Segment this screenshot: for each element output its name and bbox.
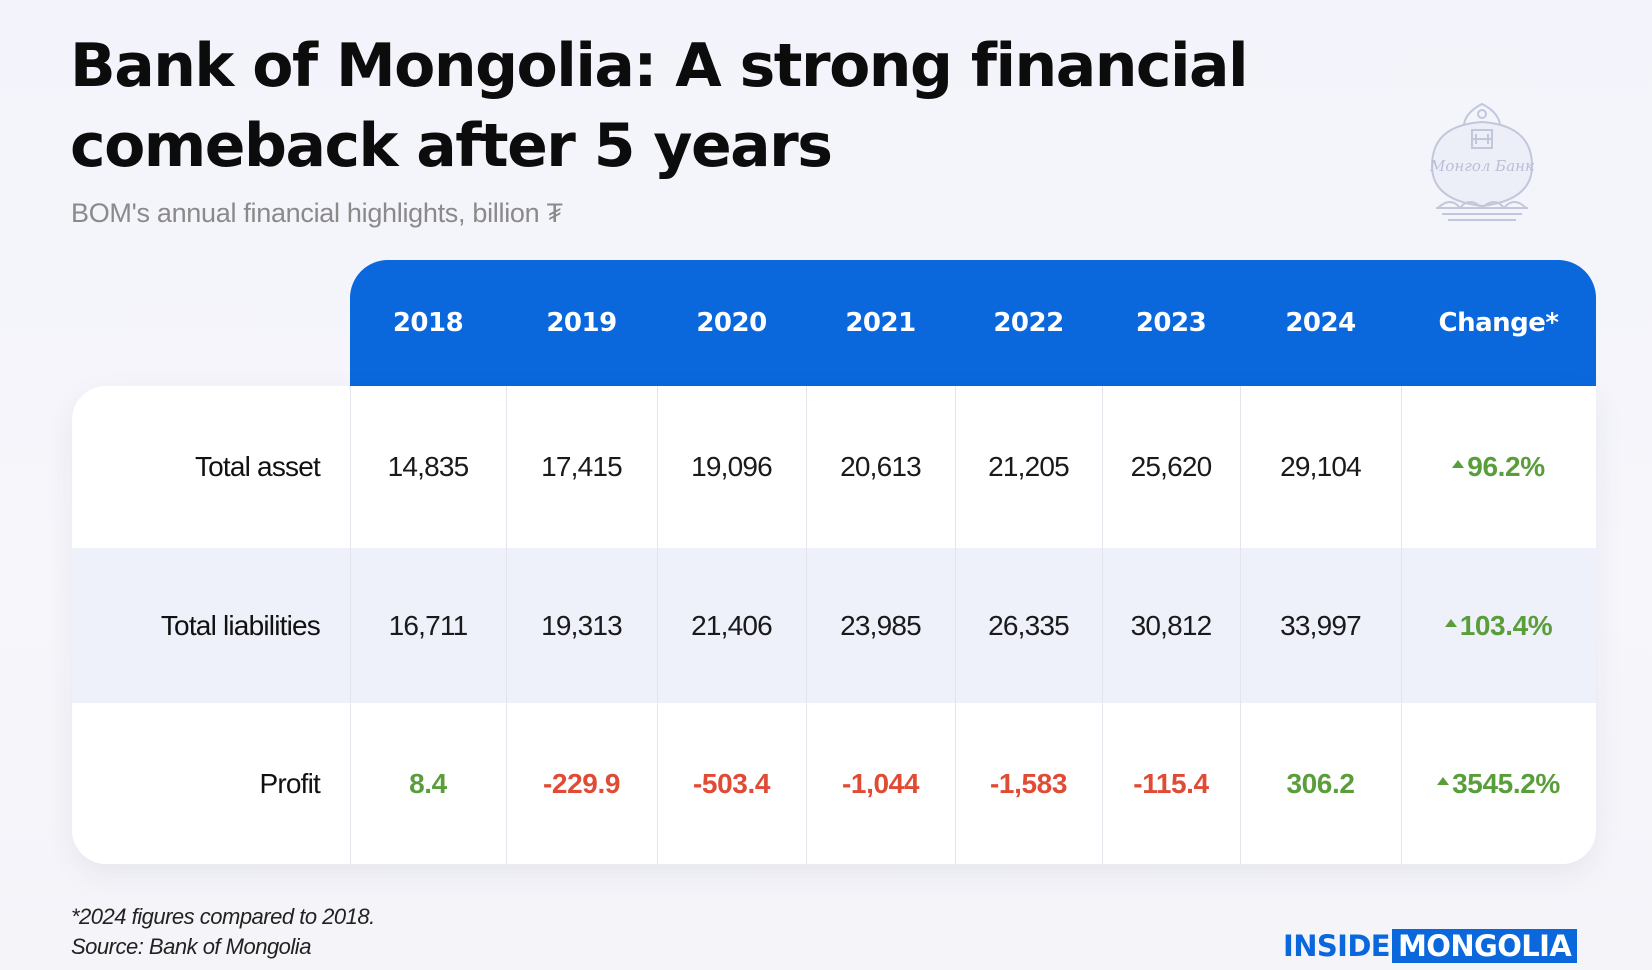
subtitle: BOM's annual financial highlights, billi… [71,198,563,228]
table-cell: 21,205 [988,451,1070,482]
change-cell: 96.2% [1401,386,1596,548]
column-divider [1401,386,1402,864]
inside-mongolia-logo: INSIDE MONGOLIA [1283,929,1578,963]
table-cell: -115.4 [1133,767,1209,799]
emblem-text: Монгол Банк [1429,157,1534,175]
table-cell: 19,096 [691,451,773,482]
table-cell: 21,406 [691,609,773,641]
source-note: Source: Bank of Mongolia [71,934,311,959]
triangle-up-icon [1444,618,1457,627]
table-cell: 23,985 [840,609,922,641]
column-header-2024: 2024 [1285,308,1356,338]
column-divider [955,386,956,864]
triangle-up-icon [1437,776,1450,785]
table-cell: 25,620 [1130,451,1213,482]
table-cell: 20,613 [840,451,922,482]
table-cell: 306.2 [1286,767,1355,799]
change-value: 96.2% [1467,451,1545,482]
table-cell: -1,583 [990,767,1067,799]
table-cell: 26,335 [988,609,1070,641]
column-header-2022: 2022 [993,308,1064,338]
column-divider [350,386,351,864]
table-cell: 17,415 [541,451,623,482]
table-header-band [350,260,1596,386]
column-header-change: Change* [1438,308,1560,338]
table-row-total-asset: Total asset 14,835 17,415 19,096 20,613 21,20… [72,386,1596,548]
column-divider [657,386,658,864]
row-label: Profit [259,767,320,799]
table-cell: -229.9 [543,767,620,799]
table-cell: 19,313 [541,609,623,641]
column-header-2020: 2020 [696,308,767,338]
triangle-up-icon [1452,460,1465,468]
data-table: Total asset 14,835 17,415 19,096 20,613 21,20… [72,386,1596,864]
column-header-2023: 2023 [1135,308,1207,338]
table-cell: 14,835 [387,451,470,482]
column-header-2018: 2018 [392,308,464,338]
change-value: 103.4% [1459,609,1553,641]
change-cell: 103.4% [1401,548,1596,703]
table-row-total-liabilities: Total liabilities 16,711 19,313 21,406 23,98… [72,548,1596,703]
change-cell: 3545.2% [1401,703,1596,864]
table-cell: 16,711 [388,609,469,641]
table-cell: 30,812 [1130,609,1213,641]
column-divider [1240,386,1241,864]
row-label: Total liabilities [160,609,321,641]
change-value: 3545.2% [1452,767,1560,799]
table-cell: 29,104 [1280,451,1362,482]
bank-of-mongolia-emblem-icon: Монгол Банк [1429,102,1534,221]
table-cell: 33,997 [1280,609,1362,641]
row-label: Total asset [194,451,321,482]
page-title: Bank of Mongolia: A strong financial com… [70,31,1249,181]
table-row-profit: Profit 8.4 -229.9 -503.4 -1,044 -1,583 -115.4 3… [72,703,1596,864]
column-header-2019: 2019 [546,308,617,338]
column-divider [506,386,507,864]
table-cell: -1,044 [842,767,919,799]
logo-part-mongolia: MONGOLIA [1392,929,1578,963]
table-cell: 8.4 [409,767,447,799]
logo-part-inside: INSIDE [1283,929,1391,963]
column-header-2021: 2021 [845,308,916,338]
column-divider [806,386,807,864]
footnote: *2024 figures compared to 2018. [71,904,375,929]
column-divider [1102,386,1103,864]
table-cell: -503.4 [693,767,770,799]
